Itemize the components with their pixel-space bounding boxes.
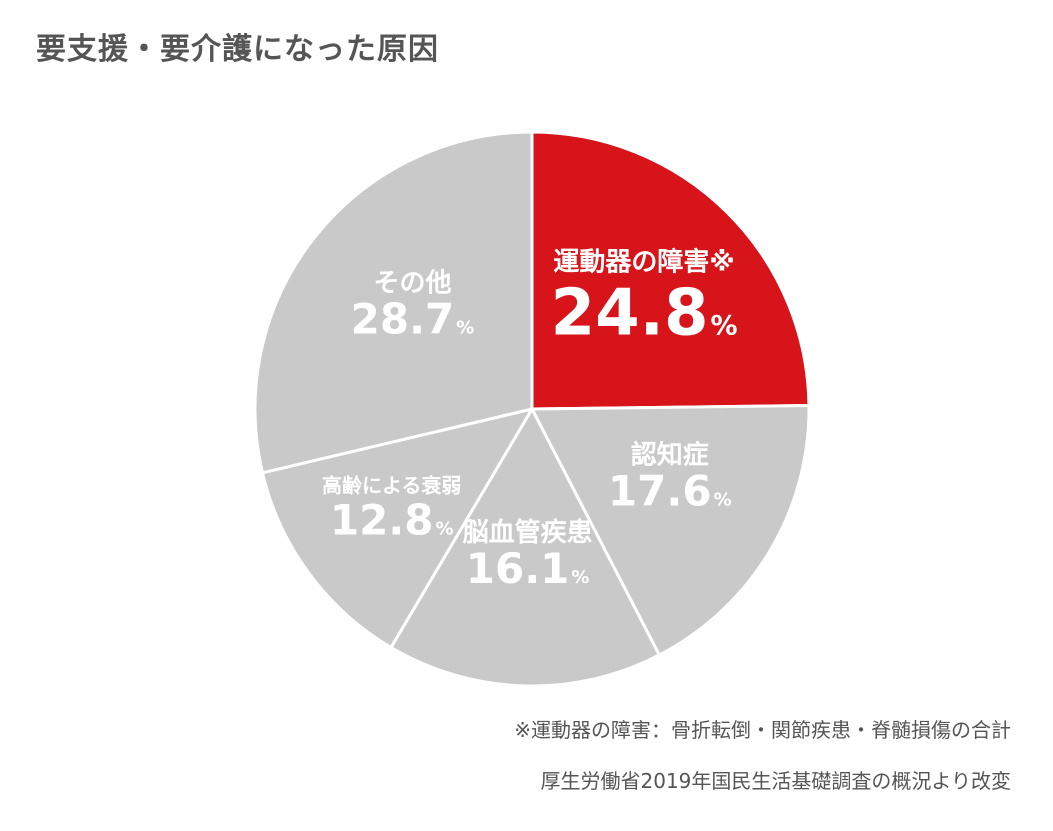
slice-value-label: 12.8%: [330, 496, 454, 545]
slice-label: 認知症: [631, 440, 709, 471]
slice-value-label: 28.7%: [351, 294, 475, 343]
chart-title: 要支援・要介護になった原因: [36, 32, 439, 67]
slice-label: その他: [373, 268, 451, 298]
slice-label: 高齢による衰弱: [322, 474, 461, 498]
slice-label: 脳血管疾患: [462, 517, 593, 548]
slice-value-label: 24.8%: [551, 276, 738, 350]
pie-slice: [253, 130, 534, 475]
slice-label: 運動器の障害※: [553, 246, 734, 277]
pie-slice: [530, 130, 811, 411]
pie-slice: [389, 407, 661, 688]
pie-slice: [530, 404, 811, 657]
slice-value-label: 17.6%: [608, 467, 732, 516]
source-note: 厚生労働省2019年国民生活基礎調査の概況より改変: [540, 769, 1012, 793]
footnote: ※運動器の障害：骨折転倒・関節疾患・脊髄損傷の合計: [514, 718, 1011, 742]
pie-slice: [260, 407, 534, 649]
slice-value-label: 16.1%: [466, 544, 590, 593]
